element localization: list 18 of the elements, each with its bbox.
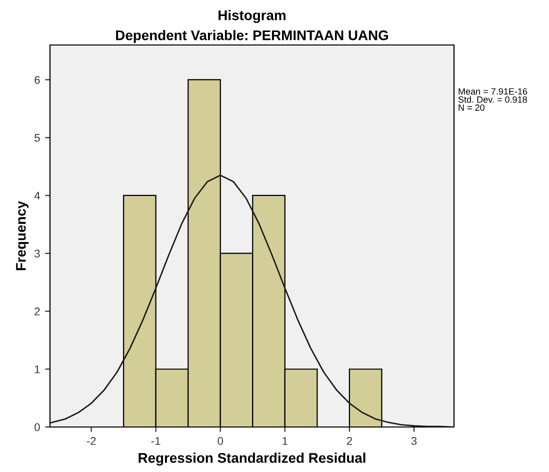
y-tick-label: 0 xyxy=(34,423,40,432)
x-tick-label: 2 xyxy=(346,437,352,445)
y-tick-label: 3 xyxy=(34,250,40,258)
x-tick-label: 3 xyxy=(411,437,417,445)
y-tick-label: 1 xyxy=(34,366,40,374)
x-tick-label: 1 xyxy=(282,437,288,445)
y-tick-label: 6 xyxy=(34,76,40,84)
x-axis-title: Regression Standardized Residual xyxy=(138,452,366,466)
y-tick-label: 4 xyxy=(34,192,40,200)
x-tick-label: -2 xyxy=(86,437,96,445)
chart-title: Histogram xyxy=(218,10,286,24)
x-tick-label: 0 xyxy=(218,437,224,445)
x-tick-label: -1 xyxy=(151,437,160,445)
text: Mean = 7.91E-16 Std. Dev. = 0.918 N = 20 xyxy=(458,88,528,111)
y-tick-label: 5 xyxy=(34,134,40,142)
y-tick-label: 2 xyxy=(34,308,40,316)
chart-subtitle: Dependent Variable: PERMINTAAN UANG xyxy=(116,30,388,43)
y-axis-title: Frequency xyxy=(16,200,29,270)
